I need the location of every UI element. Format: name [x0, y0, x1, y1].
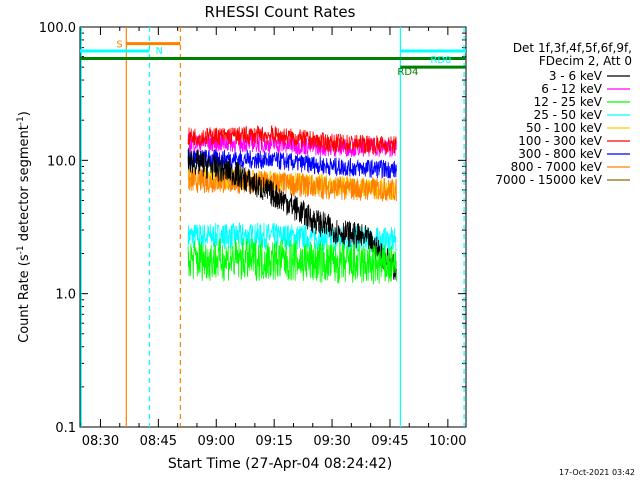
annotation-label: N	[155, 46, 162, 57]
y-tick-label: 0.1	[55, 421, 76, 436]
legend-entry-label: 800 - 7000 keV	[511, 160, 603, 174]
x-axis-label: Start Time (27-Apr-04 08:24:42)	[168, 456, 392, 472]
x-tick-label: 09:30	[313, 434, 350, 449]
annotation-label: RD0	[430, 55, 451, 66]
legend-entry-label: 300 - 800 keV	[518, 147, 602, 161]
legend-header-2: FDecim 2, Att 0	[539, 54, 632, 68]
plot-frame	[79, 26, 467, 428]
legend-entry-label: 6 - 12 keV	[541, 82, 603, 96]
y-axis-label: Count Rate (s-1 detector segment-1)	[16, 111, 32, 343]
series-group	[187, 124, 397, 285]
x-tick-label: 10:00	[429, 434, 466, 449]
annotation-label: S	[116, 40, 122, 51]
legend-entry-label: 50 - 100 keV	[526, 121, 603, 135]
legend-entry-label: 100 - 300 keV	[518, 134, 602, 148]
series-line	[187, 149, 397, 179]
chart-title: RHESSI Count Rates	[205, 3, 356, 21]
legend-entry-label: 7000 - 15000 keV	[495, 173, 602, 187]
footer-timestamp: 17-Oct-2021 03:42	[559, 468, 635, 477]
series-line	[187, 222, 397, 254]
annotation-label: RD4	[397, 67, 418, 78]
x-tick-label: 09:15	[255, 434, 292, 449]
x-tick-label: 08:30	[82, 434, 119, 449]
series-line	[187, 124, 397, 155]
legend-header-1: Det 1f,3f,4f,5f,6f,9f,	[513, 41, 632, 55]
legend-entry-label: 3 - 6 keV	[549, 69, 603, 83]
x-tick-label: 09:00	[198, 434, 235, 449]
legend-entry-label: 12 - 25 keV	[534, 95, 603, 109]
series-line	[187, 147, 397, 280]
y-tick-label: 10.0	[47, 154, 76, 169]
x-tick-label: 08:45	[140, 434, 177, 449]
legend: Det 1f,3f,4f,5f,6f,9f, FDecim 2, Att 0 3…	[495, 41, 632, 187]
y-tick-label: 100.0	[39, 21, 76, 36]
x-tick-label: 09:45	[371, 434, 408, 449]
series-line	[187, 238, 397, 285]
y-tick-label: 1.0	[55, 288, 76, 303]
legend-entry-label: 25 - 50 keV	[534, 108, 603, 122]
attenuator-annotations: S N RD0 RD4	[80, 27, 466, 427]
axis-ticks: 08:30 08:45 09:00 09:15 09:30 09:45 10:00 0.1 1.…	[39, 21, 467, 449]
